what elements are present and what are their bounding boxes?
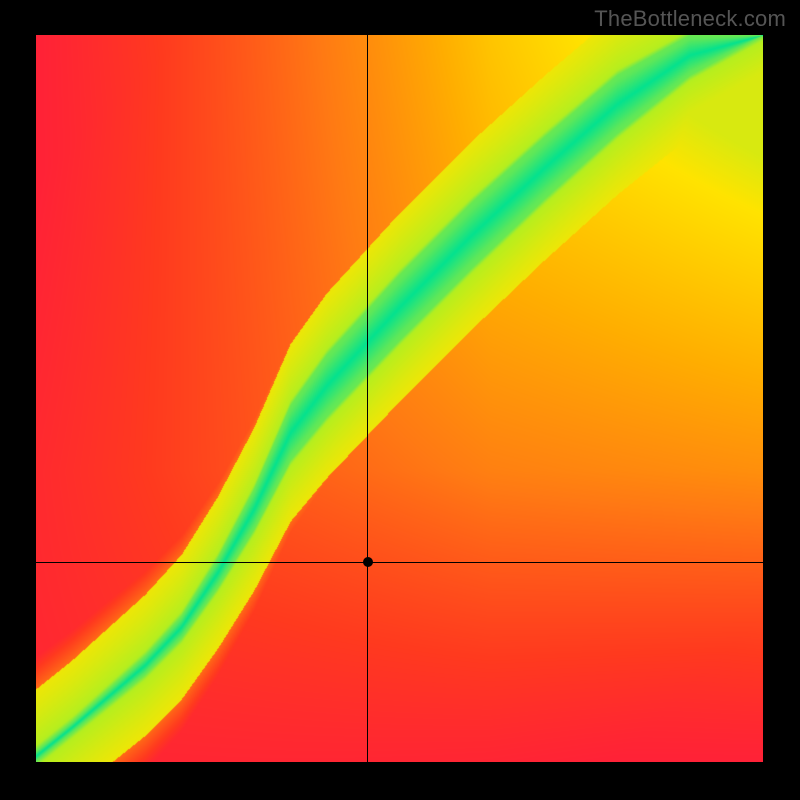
crosshair-horizontal bbox=[36, 562, 763, 563]
crosshair-vertical bbox=[367, 35, 368, 762]
watermark-label: TheBottleneck.com bbox=[594, 6, 786, 32]
heatmap-canvas bbox=[36, 35, 763, 762]
chart-container: TheBottleneck.com bbox=[0, 0, 800, 800]
crosshair-dot bbox=[363, 557, 373, 567]
